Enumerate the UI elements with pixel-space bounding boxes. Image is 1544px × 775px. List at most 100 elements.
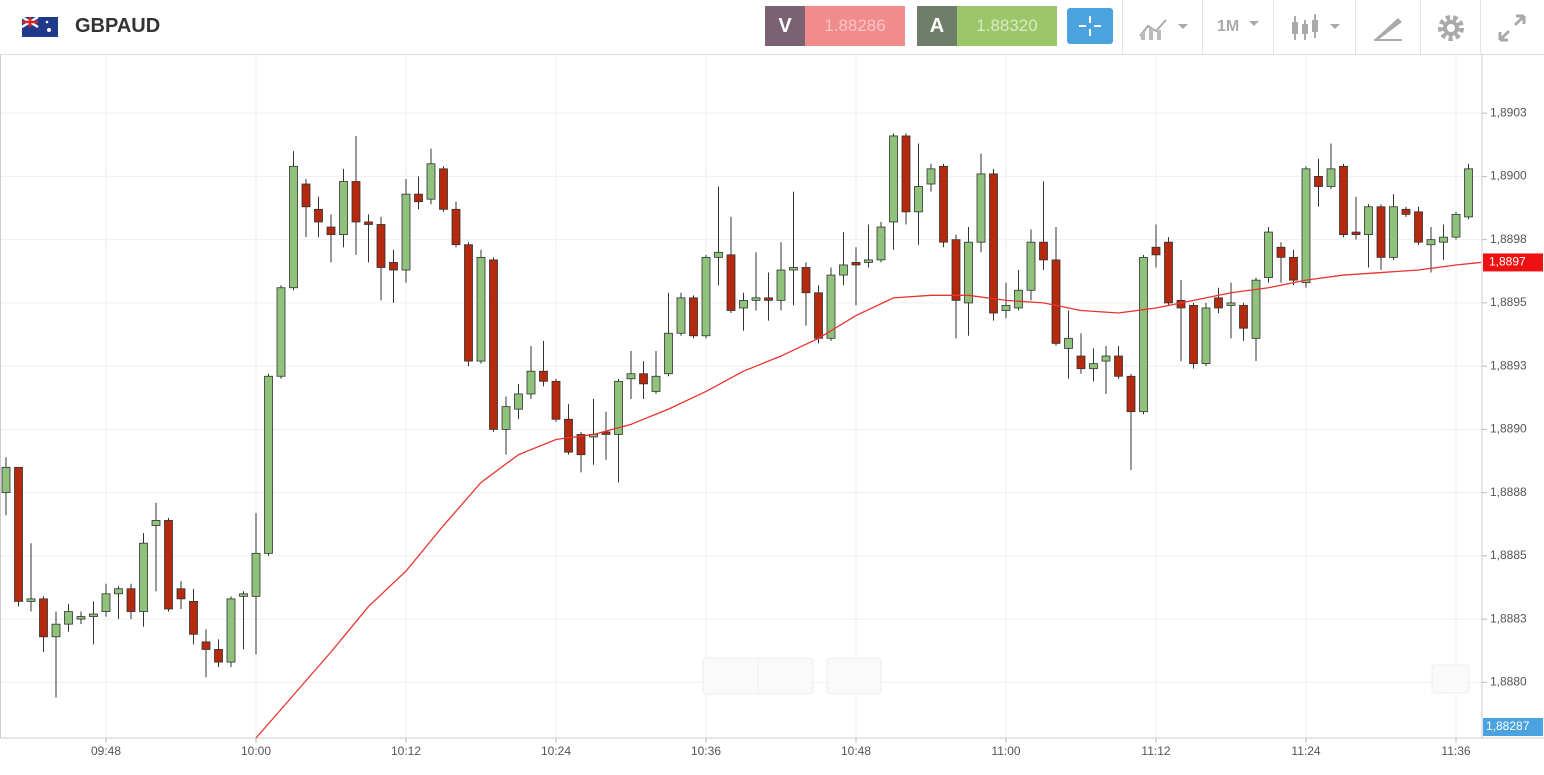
candle-body — [1064, 337, 1073, 349]
candle-body — [76, 616, 86, 620]
y-tick-label: 1,8880 — [1490, 675, 1527, 689]
candle-body — [676, 297, 686, 334]
candle-body — [776, 269, 786, 301]
candle-body — [1339, 165, 1348, 236]
symbol: GBPAUD — [75, 15, 161, 37]
candle-body — [1389, 206, 1398, 258]
buy-label[interactable]: A — [917, 6, 957, 46]
candle-body — [376, 224, 386, 268]
grid — [0, 55, 1482, 738]
candle-body — [976, 173, 986, 243]
toolbar: GBPAUD V 1.88286 A 1.88320 1M — [0, 0, 1544, 55]
candle-body — [926, 168, 936, 185]
candle-body — [689, 297, 698, 337]
candle-body — [1101, 355, 1111, 362]
y-tick-label: 1,8903 — [1490, 105, 1527, 119]
candle-body — [301, 183, 311, 208]
crosshair-button[interactable] — [1067, 8, 1113, 44]
candle-body — [814, 292, 823, 339]
candle-body — [276, 287, 286, 377]
nav-buttons — [702, 657, 1470, 695]
candle-body — [226, 598, 236, 663]
candle-body — [1114, 355, 1123, 377]
y-tick-label: 1,8895 — [1490, 295, 1527, 309]
timeframe[interactable]: 1M — [1217, 18, 1240, 35]
x-tick-label: 11:00 — [991, 744, 1020, 758]
candle-body — [951, 239, 961, 301]
timeframe-caret — [1249, 21, 1259, 26]
candle-body — [1026, 241, 1036, 291]
candle-body — [26, 598, 36, 602]
candle-body — [1451, 213, 1461, 238]
x-tick-label: 11:12 — [1141, 744, 1170, 758]
candle-body — [764, 297, 773, 301]
candle-body — [639, 373, 648, 385]
candle-body — [314, 208, 323, 223]
candle-body — [851, 262, 861, 266]
candle-body — [1076, 355, 1086, 370]
candle-body — [64, 611, 73, 625]
candle-body — [189, 601, 198, 635]
candle-body — [1089, 363, 1098, 370]
candle-body — [401, 193, 411, 271]
candle-body — [789, 267, 798, 271]
y-tick-label: 1,8898 — [1490, 232, 1527, 246]
bid-price-tag — [1483, 718, 1543, 736]
candle-body — [1164, 241, 1173, 304]
candle-body — [1264, 231, 1273, 279]
candle-body — [214, 649, 223, 663]
scroll-button[interactable] — [1431, 664, 1470, 694]
candle-body — [1301, 168, 1311, 284]
candle-body — [439, 168, 448, 210]
candle-body — [889, 135, 898, 223]
y-tick-label: 1,8893 — [1490, 358, 1527, 372]
candle-body — [101, 593, 111, 612]
candle-body — [1401, 208, 1411, 215]
candle-body — [801, 267, 811, 294]
buy-price[interactable]: 1.88320 — [957, 6, 1057, 46]
candle-body — [601, 431, 611, 435]
candle-body — [1014, 289, 1023, 309]
candle-body — [739, 299, 748, 309]
chart-type-button[interactable] — [1138, 14, 1194, 42]
fullscreen-button[interactable] — [1497, 13, 1527, 43]
candle-body — [576, 434, 586, 456]
reset-button[interactable] — [826, 657, 882, 695]
candle-body — [1439, 236, 1448, 243]
candle-body — [1464, 168, 1473, 218]
candle-body — [1364, 206, 1373, 236]
candle-body — [1376, 206, 1386, 258]
candle-body — [51, 623, 61, 638]
candle-type-button[interactable] — [1290, 12, 1346, 44]
moving-average — [255, 261, 1482, 738]
candle-body — [251, 552, 261, 597]
candle-body — [1351, 231, 1361, 236]
candle-body — [514, 393, 523, 410]
candle-body — [164, 520, 173, 610]
candle-body — [489, 259, 498, 430]
bid-price-label: 1,88287 — [1486, 719, 1530, 733]
settings-button[interactable] — [1436, 13, 1466, 43]
candle-body — [726, 254, 736, 311]
candle-body — [1139, 256, 1148, 413]
y-tick-label: 1,8885 — [1490, 548, 1527, 562]
sell-label[interactable]: V — [765, 6, 805, 46]
candle-body — [451, 208, 461, 246]
candle-body — [1239, 305, 1248, 329]
x-tick-label: 10:48 — [841, 744, 871, 758]
candle-body — [1051, 259, 1061, 344]
candle-body — [326, 226, 336, 236]
candle-body — [664, 332, 673, 375]
sell-price[interactable]: 1.88286 — [805, 6, 905, 46]
candle-body — [114, 588, 123, 595]
draw-button[interactable] — [1372, 14, 1404, 42]
y-tick-label: 1,8900 — [1490, 169, 1527, 183]
candle-body — [1039, 241, 1048, 261]
candle-body — [1414, 211, 1423, 243]
candle-body — [89, 613, 98, 617]
candle-body — [39, 598, 48, 638]
y-tick-label: 1,8890 — [1490, 422, 1527, 436]
candle-body — [389, 262, 398, 271]
